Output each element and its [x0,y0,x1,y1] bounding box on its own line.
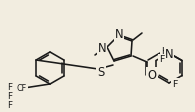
Text: N: N [165,47,173,60]
Text: F: F [7,83,12,92]
Text: N: N [115,28,123,41]
Text: F: F [172,80,178,88]
Text: F: F [7,100,12,110]
Text: N: N [98,42,106,55]
Text: H: H [161,46,168,56]
Text: CF: CF [17,84,27,93]
Text: F: F [7,92,12,100]
Text: S: S [97,66,105,79]
Text: O: O [147,69,157,82]
Text: F: F [159,55,165,64]
